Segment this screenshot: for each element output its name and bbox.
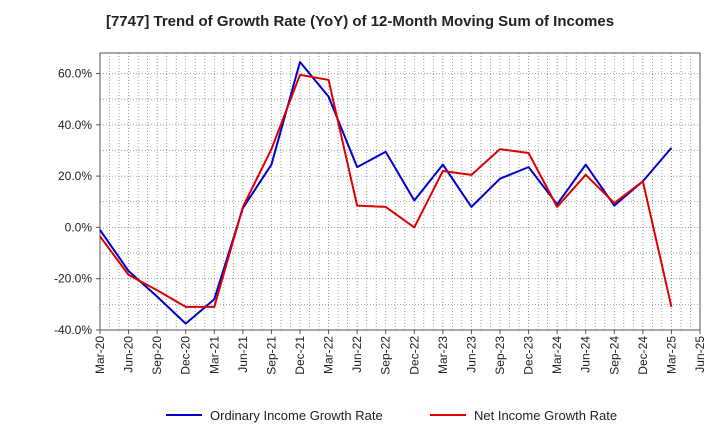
x-tick-label: Sep-20 xyxy=(150,336,164,375)
y-tick-label: 0.0% xyxy=(65,220,93,234)
legend: Ordinary Income Growth Rate Net Income G… xyxy=(0,405,720,425)
legend-label-net-income: Net Income Growth Rate xyxy=(474,407,618,423)
x-tick-label: Jun-21 xyxy=(236,336,250,373)
x-tick-label: Sep-21 xyxy=(264,336,278,375)
x-tick-label: Jun-20 xyxy=(122,336,136,373)
axis-layer xyxy=(96,52,701,334)
x-tick-label: Mar-23 xyxy=(436,336,450,374)
x-tick-label: Sep-23 xyxy=(493,336,507,375)
series-line-0 xyxy=(99,60,673,325)
legend-item-net-income: Net Income Growth Rate xyxy=(430,405,617,425)
legend-label-ordinary-income: Ordinary Income Growth Rate xyxy=(210,407,383,423)
x-tick-label: Jun-24 xyxy=(579,336,593,373)
x-tick-label: Dec-22 xyxy=(407,336,421,375)
x-tick-label: Jun-22 xyxy=(350,336,364,373)
x-tick-label: Mar-21 xyxy=(207,336,221,374)
legend-swatch-net-income xyxy=(430,414,466,416)
series-layer xyxy=(99,60,673,325)
x-tick-label: Dec-23 xyxy=(522,336,536,375)
legend-swatch-ordinary-income xyxy=(166,414,202,416)
x-tick-label: Mar-24 xyxy=(550,336,564,374)
y-tick-label: 20.0% xyxy=(58,169,92,183)
x-tick-label: Mar-25 xyxy=(664,336,678,374)
x-tick-label: Dec-20 xyxy=(179,336,193,375)
y-tick-label: -20.0% xyxy=(54,272,92,286)
plot-area xyxy=(100,53,700,330)
legend-item-ordinary-income: Ordinary Income Growth Rate xyxy=(166,405,383,425)
x-tick-label: Mar-20 xyxy=(93,336,107,374)
x-tick-label: Sep-24 xyxy=(607,336,621,375)
label-layer: -40.0% -20.0% 0.0% 20.0% 40.0% 60.0% Mar-20 Jun… xyxy=(54,67,707,375)
y-tick-label: 40.0% xyxy=(58,118,92,132)
x-tick-label: Dec-24 xyxy=(636,336,650,375)
x-tick-label: Jun-23 xyxy=(464,336,478,373)
y-tick-label: 60.0% xyxy=(58,67,92,81)
grid-layer xyxy=(99,53,701,331)
x-tick-label: Mar-22 xyxy=(322,336,336,374)
series-line-1 xyxy=(99,73,673,308)
x-tick-label: Dec-21 xyxy=(293,336,307,375)
x-tick-label: Sep-22 xyxy=(379,336,393,375)
plot-frame xyxy=(99,52,701,331)
y-tick-label: -40.0% xyxy=(54,323,92,337)
x-tick-label: Jun-25 xyxy=(693,336,707,373)
chart-title: [7747] Trend of Growth Rate (YoY) of 12-… xyxy=(105,13,615,30)
